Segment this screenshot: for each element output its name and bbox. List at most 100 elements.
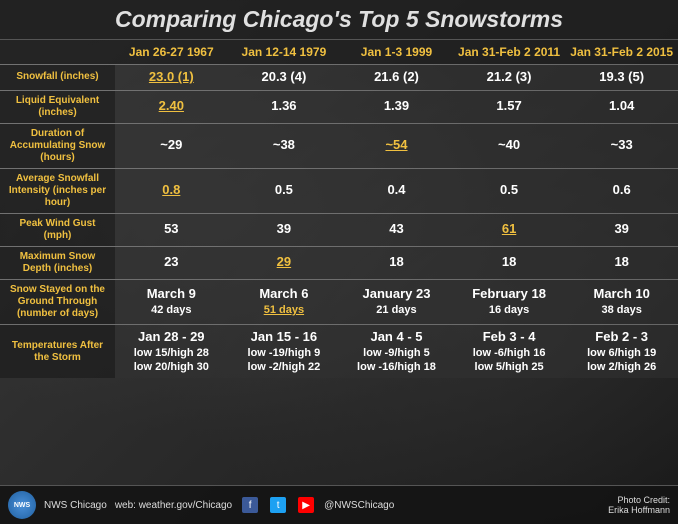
cell-value-3: low -2/high 22 [248, 360, 321, 374]
footer-left: NWS NWS Chicago web: weather.gov/Chicago… [8, 491, 394, 519]
data-cell: 61 [453, 214, 566, 246]
cell-value: 21.2 (3) [487, 69, 532, 86]
social-handle: @NWSChicago [324, 500, 394, 511]
data-cell: March 1038 days [565, 280, 678, 324]
cell-value: 21.6 (2) [374, 69, 419, 86]
cell-value: March 10 [593, 286, 649, 303]
table-row: Temperatures After the StormJan 28 - 29l… [0, 325, 678, 378]
cell-value-2: low 15/high 28 [134, 346, 209, 360]
data-cell: 0.4 [340, 169, 453, 213]
cell-value: 0.6 [613, 182, 631, 199]
row-label: Average Snowfall Intensity (inches per h… [0, 169, 115, 213]
table-row: Average Snowfall Intensity (inches per h… [0, 169, 678, 214]
cell-value-2: 51 days [264, 303, 304, 317]
data-cell: 0.5 [228, 169, 341, 213]
data-cell: March 651 days [228, 280, 341, 324]
youtube-icon: ▶ [298, 497, 314, 513]
cell-value: 29 [277, 254, 291, 271]
row-label: Liquid Equivalent (inches) [0, 91, 115, 123]
cell-value: Feb 3 - 4 [483, 329, 536, 346]
row-label: Peak Wind Gust (mph) [0, 214, 115, 246]
data-cell: 1.39 [340, 91, 453, 123]
col-header: Jan 26-27 1967 [115, 40, 228, 64]
cell-value: ~29 [160, 137, 182, 154]
cell-value: Jan 4 - 5 [370, 329, 422, 346]
data-cell: 23 [115, 247, 228, 279]
cell-value: 1.57 [496, 98, 521, 115]
col-header: Jan 31-Feb 2 2011 [453, 40, 566, 64]
data-cell: Jan 15 - 16low -19/high 9low -2/high 22 [228, 325, 341, 378]
data-cell: February 1816 days [453, 280, 566, 324]
data-cell: 29 [228, 247, 341, 279]
infographic-container: Comparing Chicago's Top 5 Snowstorms Jan… [0, 0, 678, 524]
data-cell: 23.0 (1) [115, 65, 228, 90]
data-cell: 18 [453, 247, 566, 279]
cell-value: 39 [277, 221, 291, 238]
data-cell: 2.40 [115, 91, 228, 123]
data-cell: 0.5 [453, 169, 566, 213]
cell-value: Jan 15 - 16 [251, 329, 318, 346]
data-cell: 1.57 [453, 91, 566, 123]
cell-value: 1.36 [271, 98, 296, 115]
cell-value: 1.04 [609, 98, 634, 115]
cell-value: 23 [164, 254, 178, 271]
cell-value-2: low -19/high 9 [248, 346, 321, 360]
cell-value: 19.3 (5) [599, 69, 644, 86]
cell-value: 18 [614, 254, 628, 271]
data-cell: 53 [115, 214, 228, 246]
data-cell: Feb 3 - 4low -6/high 16low 5/high 25 [453, 325, 566, 378]
cell-value: March 6 [259, 286, 308, 303]
cell-value-3: low 20/high 30 [134, 360, 209, 374]
col-header: Jan 31-Feb 2 2015 [565, 40, 678, 64]
cell-value: 0.5 [500, 182, 518, 199]
data-cell: 19.3 (5) [565, 65, 678, 90]
cell-value: 20.3 (4) [261, 69, 306, 86]
data-cell: March 942 days [115, 280, 228, 324]
data-cell: ~38 [228, 124, 341, 168]
corner-cell [0, 40, 115, 64]
data-cell: 20.3 (4) [228, 65, 341, 90]
row-label: Maximum Snow Depth (inches) [0, 247, 115, 279]
data-cell: Jan 4 - 5low -9/high 5low -16/high 18 [340, 325, 453, 378]
cell-value: ~33 [611, 137, 633, 154]
data-cell: 21.2 (3) [453, 65, 566, 90]
data-cell: ~33 [565, 124, 678, 168]
comparison-table: Jan 26-27 1967 Jan 12-14 1979 Jan 1-3 19… [0, 40, 678, 485]
cell-value-3: low -16/high 18 [357, 360, 436, 374]
table-row: Duration of Accumulating Snow (hours)~29… [0, 124, 678, 169]
cell-value-2: 21 days [376, 303, 416, 317]
cell-value: 39 [614, 221, 628, 238]
col-header: Jan 12-14 1979 [228, 40, 341, 64]
table-row: Snow Stayed on the Ground Through (numbe… [0, 280, 678, 325]
cell-value-3: low 2/high 26 [587, 360, 656, 374]
data-cell: 18 [340, 247, 453, 279]
row-label: Snowfall (inches) [0, 65, 115, 90]
cell-value: February 18 [472, 286, 546, 303]
credit-label: Photo Credit: [608, 495, 670, 505]
data-cell: ~29 [115, 124, 228, 168]
header-row: Jan 26-27 1967 Jan 12-14 1979 Jan 1-3 19… [0, 40, 678, 65]
nws-logo-icon: NWS [8, 491, 36, 519]
cell-value: 18 [502, 254, 516, 271]
data-cell: 39 [228, 214, 341, 246]
table-row: Peak Wind Gust (mph)53 39 43 61 39 [0, 214, 678, 247]
credit-name: Erika Hoffmann [608, 505, 670, 515]
data-cell: 39 [565, 214, 678, 246]
data-cell: 0.8 [115, 169, 228, 213]
org-name: NWS Chicago [44, 500, 107, 511]
cell-value: ~54 [385, 137, 407, 154]
cell-value: March 9 [147, 286, 196, 303]
row-label: Temperatures After the Storm [0, 325, 115, 378]
col-header: Jan 1-3 1999 [340, 40, 453, 64]
cell-value: ~38 [273, 137, 295, 154]
web-url: web: weather.gov/Chicago [115, 500, 232, 511]
cell-value: ~40 [498, 137, 520, 154]
data-cell: 21.6 (2) [340, 65, 453, 90]
cell-value: 61 [502, 221, 516, 238]
cell-value-2: low 6/high 19 [587, 346, 656, 360]
table-row: Snowfall (inches)23.0 (1) 20.3 (4) 21.6 (2… [0, 65, 678, 91]
data-cell: ~40 [453, 124, 566, 168]
cell-value: 0.5 [275, 182, 293, 199]
cell-value-2: 16 days [489, 303, 529, 317]
cell-value: 43 [389, 221, 403, 238]
